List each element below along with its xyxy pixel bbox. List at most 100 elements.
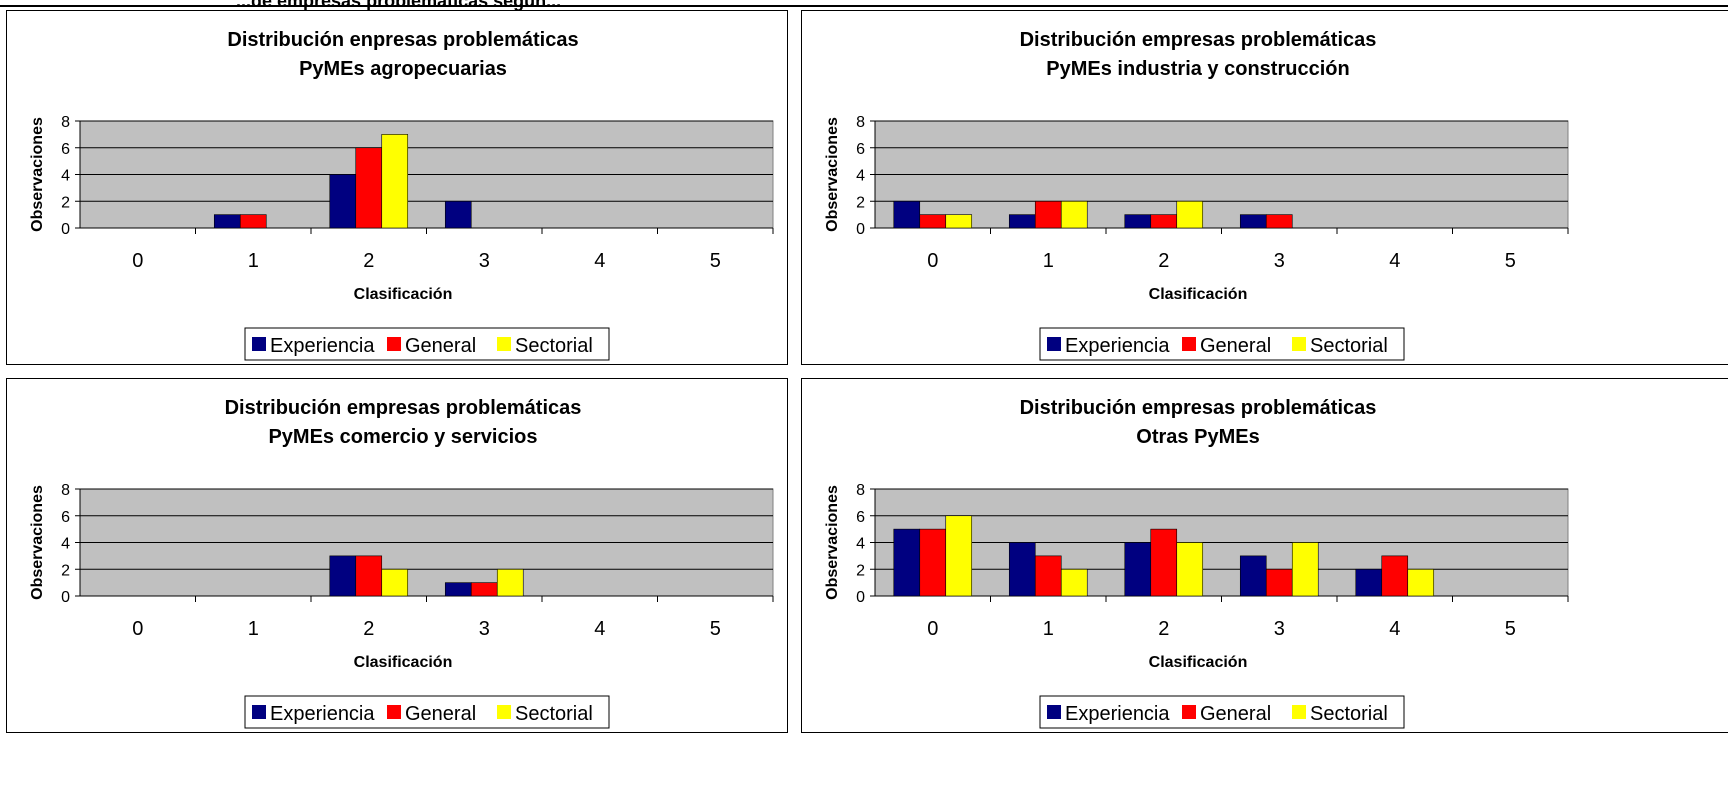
- x-tick-label: 1: [248, 618, 259, 640]
- x-tick-label: 4: [594, 250, 605, 272]
- chart-svg: Distribución empresas problemáticas PyMEs…: [29, 397, 774, 729]
- bar-sectorial-cat-1: [1060, 568, 1088, 597]
- bar-experiencia-cat-3: [444, 200, 472, 229]
- bar-general-cat-2: [355, 147, 383, 229]
- x-tick-label: 2: [1158, 618, 1169, 640]
- chart-subtitle: PyMEs agropecuarias: [299, 58, 507, 80]
- x-tick-label: 3: [1274, 250, 1285, 272]
- legend-label-general: General: [1200, 335, 1271, 357]
- chart-svg: Distribución enpresas problemáticas PyMEs…: [29, 29, 774, 361]
- legend-swatch-sectorial: [1292, 337, 1306, 351]
- chart-svg: Distribución empresas problemáticas PyMEs…: [824, 29, 1569, 361]
- bar-experiencia-cat-1: [1008, 214, 1036, 229]
- x-axis-title: Clasificación: [354, 286, 453, 303]
- y-tick-label: 4: [856, 536, 865, 553]
- y-tick-label: 0: [856, 589, 865, 606]
- legend-swatch-sectorial: [497, 337, 511, 351]
- bar-general-cat-2: [1150, 214, 1178, 229]
- x-tick-label: 1: [1043, 618, 1054, 640]
- y-axis-title: Observaciones: [824, 485, 841, 600]
- x-axis-title: Clasificación: [1149, 654, 1248, 671]
- bar-sectorial-cat-3: [496, 568, 524, 597]
- chart-subtitle: Otras PyMEs: [1136, 426, 1259, 448]
- bar-sectorial-cat-2: [1176, 542, 1204, 597]
- legend-box: [1039, 695, 1405, 729]
- page-header-fragment: ...de empresas problemáticas según...: [236, 0, 562, 11]
- chart-panel-otras: Distribución empresas problemáticas Otras…: [801, 378, 1728, 733]
- bar-sectorial-cat-0: [945, 515, 973, 597]
- x-tick-label: 2: [1158, 250, 1169, 272]
- bar-general-cat-1: [239, 214, 267, 229]
- chart-subtitle: PyMEs comercio y servicios: [268, 426, 537, 448]
- bar-sectorial-cat-4: [1407, 568, 1435, 597]
- legend-label-general: General: [405, 335, 476, 357]
- chart-title: Distribución enpresas problemáticas: [227, 29, 578, 51]
- chart-panel-comercio: Distribución empresas problemáticas PyMEs…: [6, 378, 788, 733]
- bar-general-cat-1: [1034, 200, 1062, 229]
- x-tick-label: 4: [1389, 618, 1400, 640]
- bar-experiencia-cat-3: [444, 582, 472, 597]
- legend-box: [1039, 327, 1405, 361]
- top-rule: [0, 5, 1728, 7]
- x-axis-title: Clasificación: [1149, 286, 1248, 303]
- y-axis-title: Observaciones: [824, 117, 841, 232]
- bar-experiencia-cat-4: [1355, 568, 1383, 597]
- legend-label-general: General: [1200, 703, 1271, 725]
- x-axis-title: Clasificación: [354, 654, 453, 671]
- legend-label-experiencia: Experiencia: [1065, 335, 1170, 357]
- bar-general-cat-4: [1381, 555, 1409, 597]
- legend-swatch-experiencia: [252, 705, 266, 719]
- bar-experiencia-cat-1: [213, 214, 241, 229]
- x-tick-label: 2: [363, 250, 374, 272]
- bar-general-cat-0: [919, 528, 947, 597]
- bar-experiencia-cat-0: [893, 200, 921, 229]
- y-tick-label: 4: [856, 168, 865, 185]
- bar-experiencia-cat-3: [1239, 555, 1267, 597]
- y-tick-label: 8: [61, 482, 70, 499]
- y-tick-label: 0: [61, 221, 70, 238]
- y-tick-label: 2: [61, 194, 70, 211]
- y-tick-label: 8: [856, 114, 865, 131]
- bar-experiencia-cat-1: [1008, 542, 1036, 597]
- legend-label-sectorial: Sectorial: [515, 335, 593, 357]
- x-tick-label: 4: [1389, 250, 1400, 272]
- bar-sectorial-cat-2: [1176, 200, 1204, 229]
- legend-swatch-sectorial: [1292, 705, 1306, 719]
- legend-label-experiencia: Experiencia: [270, 703, 375, 725]
- legend-swatch-general: [1182, 705, 1196, 719]
- y-axis-title: Observaciones: [29, 117, 46, 232]
- legend-swatch-general: [387, 337, 401, 351]
- bar-general-cat-3: [470, 582, 498, 597]
- chart-title: Distribución empresas problemáticas: [1020, 397, 1377, 419]
- x-tick-label: 5: [1505, 618, 1516, 640]
- bar-sectorial-cat-2: [381, 134, 409, 229]
- y-tick-label: 4: [61, 536, 70, 553]
- legend-box: [244, 695, 610, 729]
- legend-label-experiencia: Experiencia: [270, 335, 375, 357]
- y-tick-label: 6: [856, 141, 865, 158]
- x-tick-label: 2: [363, 618, 374, 640]
- legend-swatch-general: [1182, 337, 1196, 351]
- x-tick-label: 4: [594, 618, 605, 640]
- bar-experiencia-cat-2: [329, 174, 357, 229]
- legend-swatch-experiencia: [1047, 337, 1061, 351]
- x-tick-label: 3: [479, 618, 490, 640]
- bar-sectorial-cat-2: [381, 568, 409, 597]
- legend-label-sectorial: Sectorial: [1310, 335, 1388, 357]
- y-tick-label: 2: [61, 562, 70, 579]
- x-tick-label: 0: [927, 618, 938, 640]
- chart-panel-industria: Distribución empresas problemáticas PyMEs…: [801, 10, 1728, 365]
- y-tick-label: 6: [61, 141, 70, 158]
- x-tick-label: 1: [248, 250, 259, 272]
- bar-experiencia-cat-2: [1124, 214, 1152, 229]
- bar-experiencia-cat-2: [329, 555, 357, 597]
- bar-general-cat-3: [1265, 214, 1293, 229]
- legend-swatch-sectorial: [497, 705, 511, 719]
- bar-experiencia-cat-2: [1124, 542, 1152, 597]
- y-tick-label: 6: [61, 509, 70, 526]
- y-tick-label: 2: [856, 194, 865, 211]
- x-tick-label: 3: [479, 250, 490, 272]
- bar-general-cat-2: [355, 555, 383, 597]
- chart-subtitle: PyMEs industria y construcción: [1046, 58, 1349, 80]
- y-tick-label: 0: [61, 589, 70, 606]
